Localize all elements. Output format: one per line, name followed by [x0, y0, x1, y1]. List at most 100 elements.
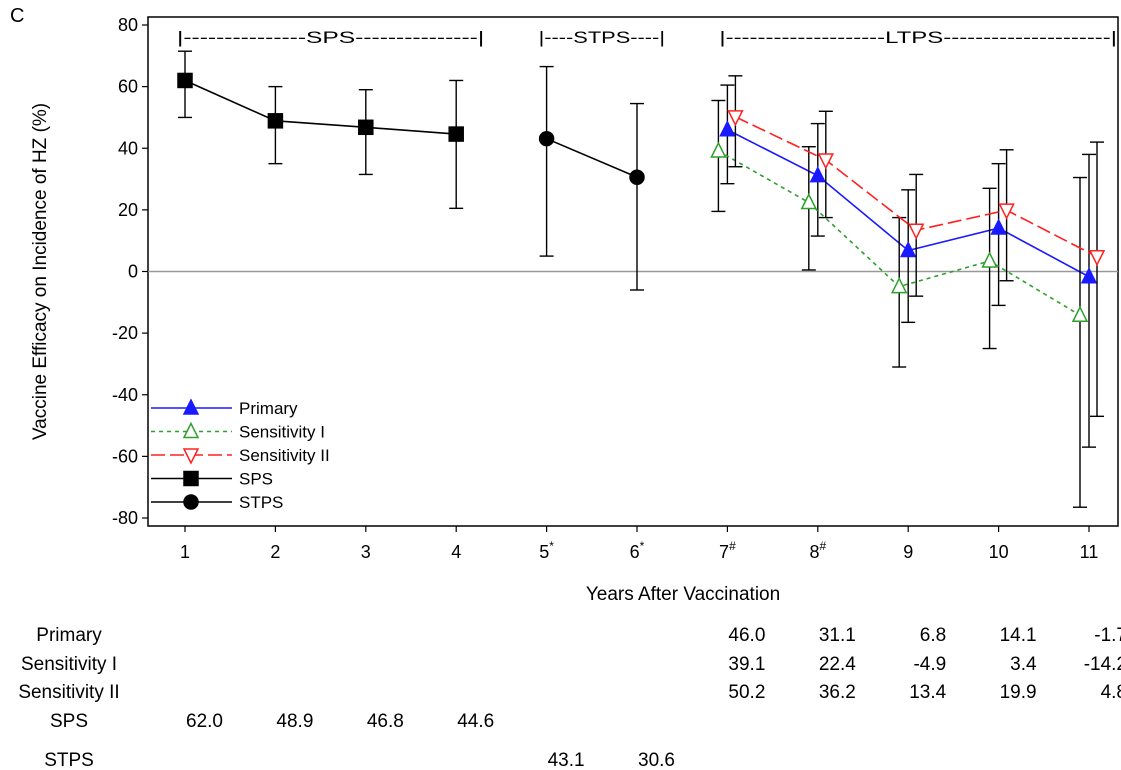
table-cell: -14.2	[1084, 654, 1121, 675]
table-row-label: Primary	[36, 625, 102, 646]
table-cell: 46.0	[728, 625, 765, 646]
data-point-sens2	[817, 153, 835, 170]
legend-label: Primary	[239, 399, 298, 418]
series-sens1	[710, 99, 1089, 508]
table-cell: 48.9	[276, 711, 313, 732]
x-tick-label: 8#	[809, 539, 826, 562]
table-row-label: STPS	[44, 750, 94, 770]
table-row-label: Sensitivity II	[18, 682, 119, 703]
table-cell: 44.6	[457, 711, 494, 732]
x-tick-label: 7#	[719, 539, 736, 562]
y-axis-title: Vaccine Efficacy on Incidence of HZ (%)	[30, 103, 51, 440]
table-cell: -4.9	[913, 654, 946, 675]
data-point-primary	[1080, 267, 1098, 284]
legend-item-primary: Primary	[151, 398, 298, 418]
data-point-sens1	[800, 192, 818, 210]
data-point-sens2	[998, 203, 1015, 220]
table-row: SPS 62.0 48.9 46.8 44.6	[50, 711, 494, 732]
table-cell: 31.1	[819, 625, 856, 646]
y-tick-label: 0	[128, 262, 138, 282]
y-tick-label: -40	[112, 385, 138, 405]
x-tick-label: 10	[989, 542, 1009, 562]
data-point-sens2	[727, 110, 744, 127]
table-row: STPS 43.1 30.6	[44, 750, 675, 770]
series-primary	[719, 84, 1098, 448]
data-point-primary	[809, 165, 827, 183]
data-point-sens1	[981, 251, 998, 268]
legend-label: Sensitivity II	[239, 446, 330, 465]
legend-marker	[182, 448, 200, 465]
data-series	[177, 50, 1106, 508]
data-point-primary	[719, 120, 736, 137]
series-stps	[538, 65, 645, 291]
table-cell: 19.9	[1000, 682, 1037, 703]
x-tick-label: 6*	[630, 539, 645, 562]
series-line-stps	[546, 137, 638, 178]
table-cell: 39.1	[728, 654, 765, 675]
data-point-sps	[177, 72, 193, 89]
x-tick-label: 9	[903, 542, 913, 562]
y-tick-label: 40	[118, 138, 138, 158]
data-point-primary	[990, 218, 1007, 235]
table-cell: 6.8	[920, 625, 946, 646]
legend-label: STPS	[239, 493, 283, 512]
legend-marker	[183, 494, 199, 510]
table-cell: 22.4	[819, 654, 856, 675]
series-sens2	[727, 75, 1106, 418]
table-row-label: SPS	[50, 711, 88, 732]
data-point-primary	[899, 240, 917, 258]
table-row: Primary 46.0 31.1 6.8 14.1 -1.7	[36, 625, 1121, 646]
table-cell: -1.7	[1094, 625, 1121, 646]
table-cell: 50.2	[728, 682, 765, 703]
data-point-sens1	[890, 276, 908, 294]
data-point-sps	[448, 126, 464, 142]
table-row: Sensitivity I 39.1 22.4 -4.9 3.4 -14.2	[21, 654, 1121, 675]
study-period-labels: |---------------SPS---------------| |----…	[177, 28, 1117, 47]
x-tick-label: 4	[451, 542, 461, 562]
table-cell: 4.8	[1101, 682, 1121, 703]
data-point-sens2	[1088, 249, 1106, 267]
table-cell: 3.4	[1010, 654, 1037, 675]
legend-item-sens1: Sensitivity I	[151, 421, 325, 442]
data-point-sens1	[1071, 305, 1089, 323]
x-axis-title: Years After Vaccination	[586, 584, 780, 605]
series-sps	[177, 50, 464, 210]
data-point-stps	[538, 130, 555, 147]
plot-axes: 80 60 40 20 0 -20 -40 -60 -80 1 2 3 4 5* 6* 7# 8# 9 10 11 Ye…	[30, 15, 1119, 605]
data-point-sps	[358, 119, 374, 136]
legend-item-sps: SPS	[151, 470, 273, 489]
legend-label: SPS	[239, 470, 273, 489]
legend-item-stps: STPS	[151, 493, 283, 512]
legend-label: Sensitivity I	[239, 423, 325, 442]
legend-item-sens2: Sensitivity II	[151, 446, 330, 465]
x-tick-label: 11	[1080, 542, 1099, 562]
y-tick-label: 80	[118, 15, 138, 35]
data-point-sens1	[710, 141, 727, 158]
period-label: |---------------SPS---------------|	[177, 28, 484, 47]
table-cell: 14.1	[1000, 625, 1037, 646]
y-tick-label: -80	[112, 508, 138, 528]
table-cell: 36.2	[819, 682, 856, 703]
table-cell: 62.0	[186, 711, 223, 732]
legend-marker	[182, 421, 200, 439]
data-point-sps	[267, 113, 284, 129]
y-tick-label: -20	[112, 323, 138, 343]
legend-marker	[182, 398, 200, 415]
y-tick-label: 60	[118, 77, 138, 97]
table-cell: 43.1	[548, 750, 585, 770]
data-point-sens2	[907, 223, 925, 240]
table-cell: 13.4	[909, 682, 946, 703]
y-tick-label: 20	[118, 200, 138, 220]
x-tick-label: 3	[361, 542, 371, 562]
data-point-stps	[629, 169, 645, 185]
table-cell: 46.8	[367, 711, 404, 732]
table-row: Sensitivity II 50.2 36.2 13.4 19.9 4.8	[18, 682, 1121, 703]
series-line-sps	[184, 79, 457, 135]
table-row-label: Sensitivity I	[21, 654, 117, 675]
x-tick-label: 5*	[539, 539, 554, 562]
period-label: |----STPS----|	[539, 28, 665, 47]
x-tick-label: 1	[180, 542, 190, 562]
legend: Primary Sensitivity I Sensitivity II SPS STP…	[151, 398, 330, 512]
efficacy-value-table: Primary 46.0 31.1 6.8 14.1 -1.7 Sensitivity I 3…	[18, 625, 1121, 770]
